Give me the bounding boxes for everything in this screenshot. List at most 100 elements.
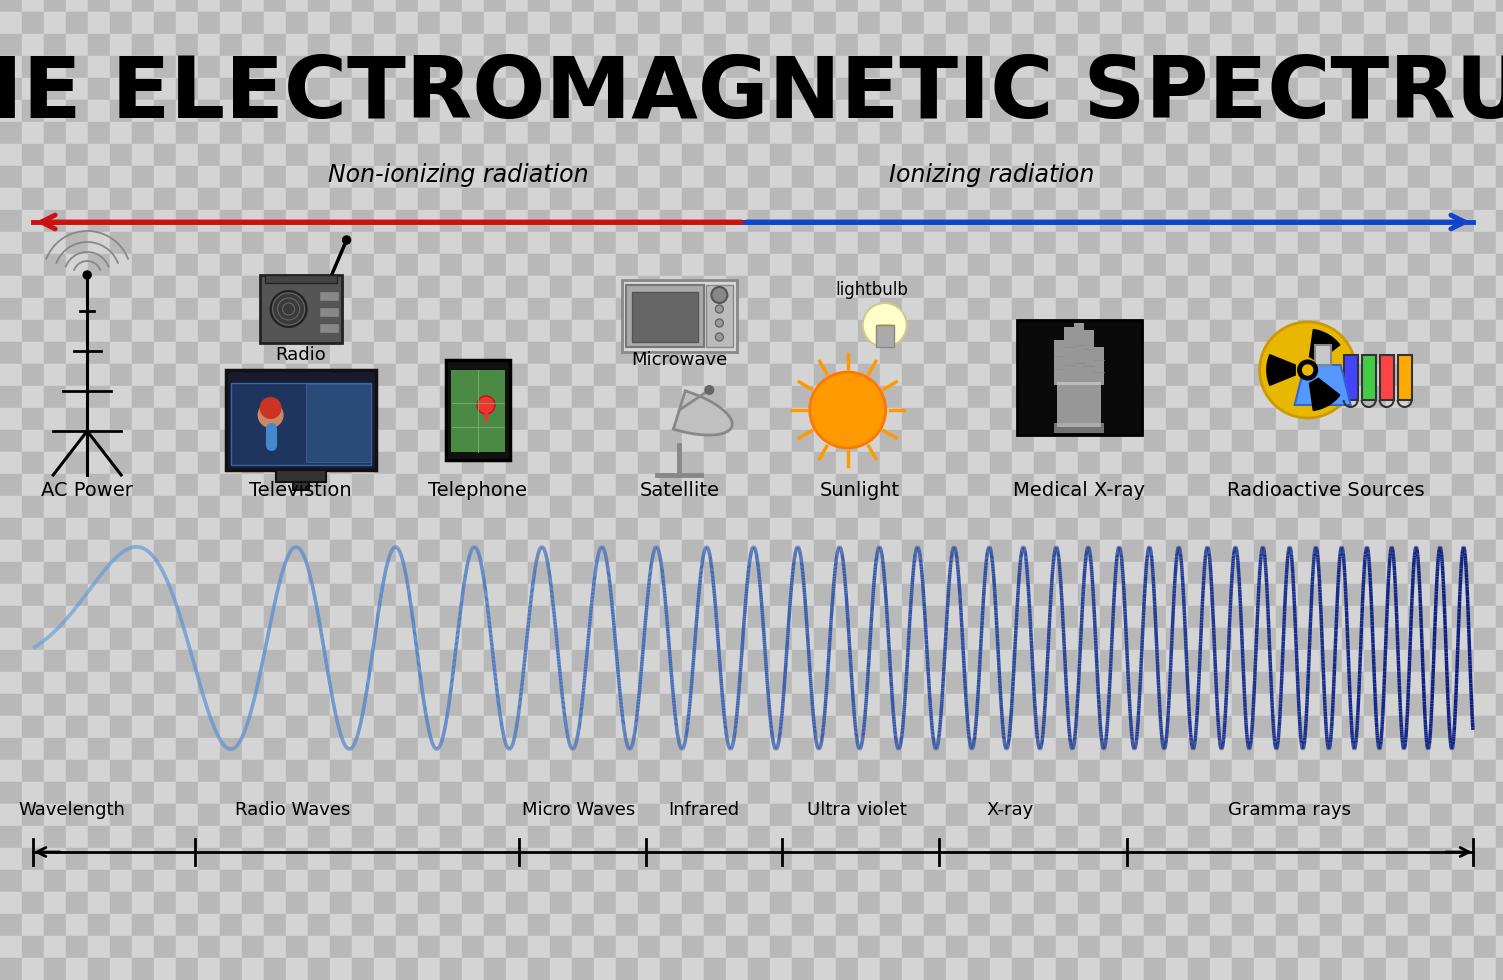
Bar	[132, 958, 153, 980]
Bar	[132, 78, 153, 100]
Bar	[1100, 210, 1123, 232]
Bar	[1034, 34, 1057, 56]
Bar	[418, 430, 440, 452]
Bar	[507, 936, 528, 958]
Bar	[1232, 78, 1254, 100]
Bar	[440, 232, 461, 254]
Bar	[461, 144, 484, 166]
Bar	[945, 606, 968, 628]
Bar	[242, 782, 265, 804]
Polygon shape	[1267, 355, 1296, 385]
Bar	[89, 386, 110, 408]
Bar	[1342, 254, 1365, 276]
Bar	[1123, 474, 1144, 496]
Bar	[637, 12, 660, 34]
Bar	[176, 0, 198, 12]
Bar	[968, 254, 990, 276]
Bar	[879, 276, 902, 298]
Bar	[352, 34, 374, 56]
Bar	[968, 584, 990, 606]
Bar	[902, 100, 924, 122]
Bar	[815, 870, 836, 892]
Bar	[198, 628, 219, 650]
Bar	[1342, 100, 1365, 122]
Bar	[110, 276, 132, 298]
Bar	[836, 892, 858, 914]
Bar	[879, 848, 902, 870]
Bar	[528, 364, 550, 386]
Bar	[1429, 34, 1452, 56]
Bar	[1012, 650, 1034, 672]
Bar	[1100, 540, 1123, 562]
Bar	[770, 628, 792, 650]
Bar	[0, 78, 23, 100]
Bar	[706, 285, 733, 347]
Bar	[637, 320, 660, 342]
Bar	[1408, 562, 1429, 584]
Bar	[1187, 584, 1210, 606]
Bar	[230, 383, 371, 465]
Bar	[858, 826, 879, 848]
Bar	[374, 408, 395, 430]
Bar	[815, 694, 836, 716]
Bar	[66, 320, 89, 342]
Bar	[461, 848, 484, 870]
Bar	[573, 848, 594, 870]
Bar	[440, 12, 461, 34]
Bar	[924, 188, 945, 210]
Bar	[550, 78, 573, 100]
Bar	[924, 0, 945, 12]
Bar	[1276, 606, 1299, 628]
Bar	[902, 364, 924, 386]
Bar	[23, 166, 44, 188]
Bar	[748, 694, 770, 716]
Bar	[395, 386, 418, 408]
Bar	[219, 452, 242, 474]
Bar	[660, 144, 682, 166]
Bar	[968, 496, 990, 518]
Bar	[1320, 870, 1342, 892]
Bar	[879, 936, 902, 958]
Bar	[395, 826, 418, 848]
Bar	[990, 892, 1012, 914]
Bar	[1232, 694, 1254, 716]
Bar	[1187, 496, 1210, 518]
Bar	[792, 914, 815, 936]
Bar	[1276, 958, 1299, 980]
Bar	[1408, 56, 1429, 78]
Bar	[770, 452, 792, 474]
Bar	[682, 12, 703, 34]
Bar	[23, 650, 44, 672]
Bar	[770, 870, 792, 892]
Bar	[44, 12, 66, 34]
Bar	[507, 496, 528, 518]
Bar	[1276, 386, 1299, 408]
Bar	[550, 100, 573, 122]
Bar	[1187, 408, 1210, 430]
Bar	[682, 518, 703, 540]
Bar	[1034, 78, 1057, 100]
Bar	[1078, 760, 1100, 782]
Bar	[770, 232, 792, 254]
Bar	[726, 738, 748, 760]
Bar	[1429, 804, 1452, 826]
Bar	[286, 474, 308, 496]
Bar	[265, 34, 286, 56]
Bar	[550, 144, 573, 166]
Bar	[550, 386, 573, 408]
Bar	[968, 232, 990, 254]
Bar	[990, 738, 1012, 760]
Bar	[1057, 870, 1078, 892]
Bar	[440, 144, 461, 166]
Bar	[507, 650, 528, 672]
Bar	[286, 0, 308, 12]
Bar	[1452, 452, 1474, 474]
Bar	[945, 144, 968, 166]
Bar	[770, 166, 792, 188]
Bar	[682, 562, 703, 584]
Bar	[308, 738, 331, 760]
Bar	[242, 276, 265, 298]
Bar	[219, 694, 242, 716]
Bar	[1495, 56, 1503, 78]
Bar	[1232, 100, 1254, 122]
